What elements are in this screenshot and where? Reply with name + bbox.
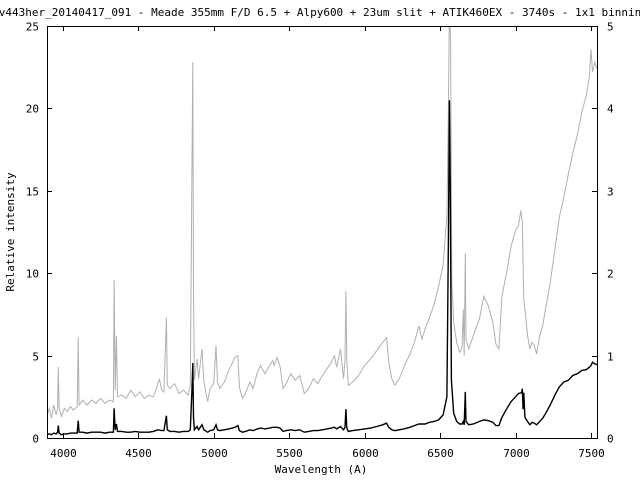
x-tick-label: 6500: [427, 447, 454, 460]
x-tick-label: 5500: [276, 447, 303, 460]
y2-tick-label: 2: [607, 268, 614, 281]
x-axis-label: Wavelength (A): [275, 463, 368, 476]
y2-tick-label: 0: [607, 433, 614, 446]
y-tick-label: 20: [26, 103, 39, 116]
y-tick-label: 0: [32, 433, 39, 446]
series-line-1: [47, 100, 598, 436]
y2-tick-label: 1: [607, 351, 614, 364]
plot-frame: [47, 26, 598, 439]
x-tick-label: 7500: [578, 447, 605, 460]
y-tick-label: 25: [26, 21, 39, 34]
y-tick-label: 10: [26, 268, 39, 281]
series-line-0: [47, 26, 598, 419]
x-tick-label: 5000: [201, 447, 228, 460]
x-tick-label: 6000: [352, 447, 379, 460]
y-axis-left: 0 5 10 15 20 25: [26, 21, 52, 446]
plot-series: [47, 26, 598, 436]
y2-tick-label: 3: [607, 186, 614, 199]
y-tick-label: 15: [26, 186, 39, 199]
y2-tick-label: 4: [607, 103, 614, 116]
chart-title: _v443her_20140417_091 - Meade 355mm F/D …: [0, 6, 640, 19]
x-tick-label: 4500: [125, 447, 152, 460]
y-axis-label: Relative intensity: [4, 172, 17, 292]
x-tick-label: 4000: [50, 447, 77, 460]
y2-tick-label: 5: [607, 21, 614, 34]
y-tick-label: 5: [32, 351, 39, 364]
x-axis: 4000 4500 5000 5500 6000 6500 7000 7500: [50, 26, 605, 460]
x-tick-label: 7000: [503, 447, 530, 460]
y-axis-right: 0 1 2 3 4 5: [592, 21, 614, 446]
